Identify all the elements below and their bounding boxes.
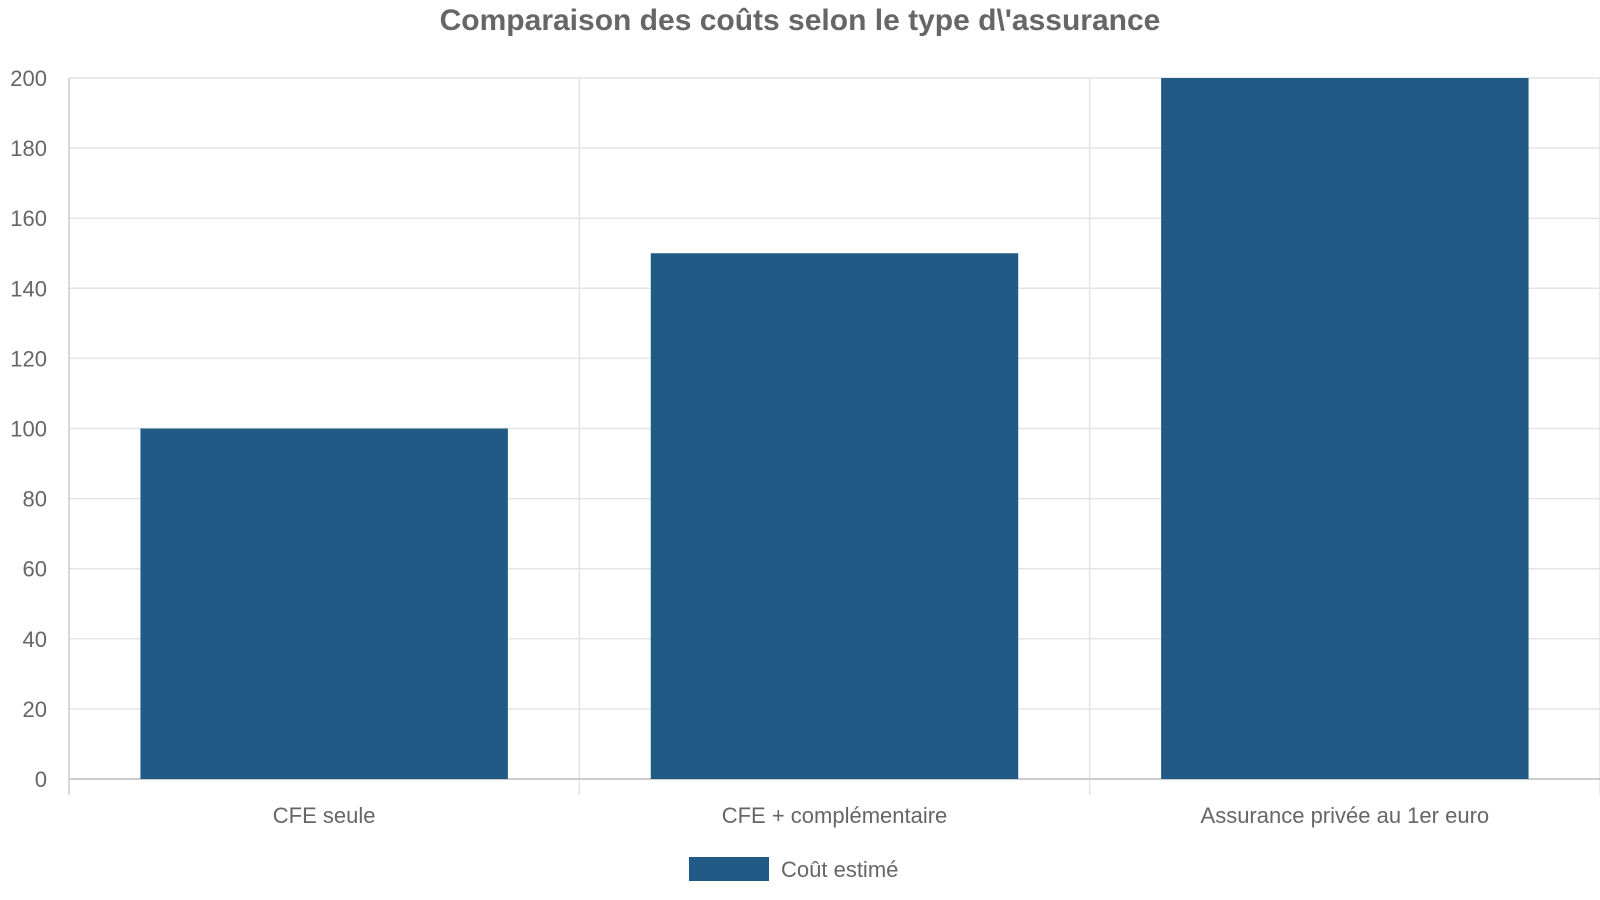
bar-1[interactable]: [140, 428, 508, 780]
y-tick-label: 160: [10, 206, 47, 231]
y-tick-label: 40: [23, 627, 47, 652]
x-tick-label: CFE + complémentaire: [722, 803, 948, 828]
legend[interactable]: Coût estimé: [689, 857, 898, 882]
y-tick-label: 120: [10, 346, 47, 371]
y-tick-label: 0: [35, 767, 47, 792]
y-tick-label: 20: [23, 697, 47, 722]
y-tick-label: 80: [23, 487, 47, 512]
legend-label[interactable]: Coût estimé: [781, 857, 898, 882]
x-axis-ticks: CFE seule CFE + complémentaire Assurance p…: [273, 803, 1489, 828]
x-tick-label: Assurance privée au 1er euro: [1201, 803, 1490, 828]
chart-title: Comparaison des coûts selon le type d\'a…: [440, 4, 1161, 37]
y-tick-label: 180: [10, 136, 47, 161]
bar-2[interactable]: [650, 253, 1019, 779]
y-tick-label: 100: [10, 417, 47, 442]
y-tick-label: 140: [10, 276, 47, 301]
y-tick-label: 200: [10, 66, 47, 91]
bar-3[interactable]: [1161, 78, 1529, 779]
bars: [140, 78, 1529, 780]
y-tick-label: 60: [23, 557, 47, 582]
legend-swatch[interactable]: [689, 857, 769, 881]
y-axis-ticks: 0 20 40 60 80 100 120 140 160 180 200: [10, 66, 47, 792]
x-tick-label: CFE seule: [273, 803, 376, 828]
